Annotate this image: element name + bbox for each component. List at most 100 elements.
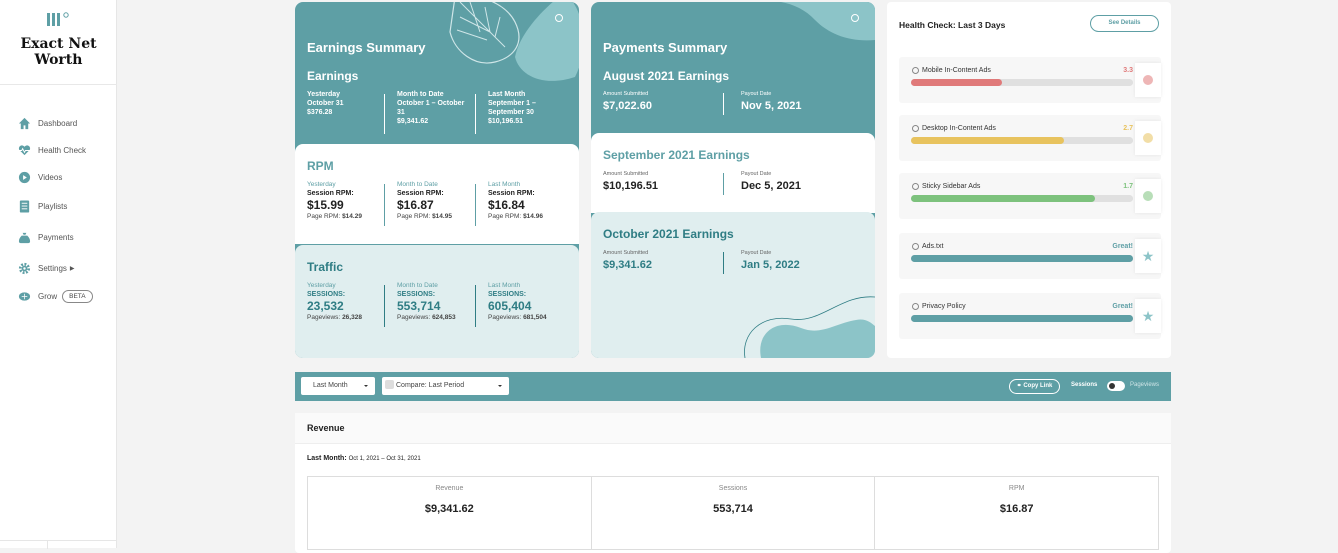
list-icon: [19, 200, 30, 213]
traffic-title: Traffic: [307, 260, 344, 274]
sidebar-item-label: Videos: [38, 173, 63, 182]
info-icon: [912, 183, 919, 190]
health-item-value: Great!: [1112, 303, 1133, 310]
health-row[interactable]: Mobile In-Content Ads 3.3: [899, 57, 1161, 103]
sidebar-nav: Dashboard Health Check Videos Playlists …: [18, 110, 93, 310]
amount-value: $7,022.60: [603, 100, 652, 112]
health-progress-fill: [911, 315, 1133, 322]
health-row[interactable]: Privacy Policy Great! ★: [899, 293, 1161, 339]
sidebar-item-health-check[interactable]: Health Check: [18, 137, 93, 164]
health-item-name: Ads.txt: [912, 243, 943, 250]
payment-month-title: August 2021 Earnings: [603, 69, 730, 83]
heartbeat-icon: [18, 145, 31, 156]
sidebar-item-label: Settings: [38, 263, 67, 273]
revenue-stats: Revenue $9,341.62 Sessions 553,714 RPM $16.…: [307, 476, 1159, 550]
col-sub-value: 26,328: [342, 314, 362, 321]
info-icon: [912, 303, 919, 310]
star-icon: ★: [1141, 307, 1155, 324]
health-status: [1135, 63, 1161, 97]
blob-decoration-icon: [781, 2, 875, 41]
col-key: SESSIONS:: [397, 291, 436, 298]
sidebar-item-dashboard[interactable]: Dashboard: [18, 110, 93, 137]
health-progress-fill: [911, 255, 1133, 262]
stat-value: $16.87: [999, 503, 1034, 515]
site-name: Exact Net Worth: [20, 36, 97, 68]
col-sub-label: Page RPM:: [307, 213, 341, 220]
play-icon: [18, 171, 31, 184]
payment-month-title: September 2021 Earnings: [603, 148, 750, 162]
divider: [475, 184, 476, 226]
health-row[interactable]: Ads.txt Great! ★: [899, 233, 1161, 279]
see-details-button[interactable]: See Details: [1090, 15, 1159, 32]
date-label: Payout Date: [741, 171, 772, 177]
stat-rpm: RPM $16.87: [875, 477, 1158, 549]
earnings-col-last-month: Last Month September 1 – September 30 $1…: [488, 90, 548, 126]
revenue-card: Revenue Last Month: Oct 1, 2021 – Oct 31…: [295, 413, 1171, 553]
sidebar-item-label: Grow: [38, 292, 58, 301]
info-icon: [912, 67, 919, 74]
col-label: Last Month: [488, 181, 521, 188]
stat-value: 553,714: [713, 503, 753, 515]
traffic-col-yesterday: Yesterday SESSIONS: 23,532 Pageviews: 26…: [307, 281, 383, 322]
health-row[interactable]: Desktop In-Content Ads 2.7: [899, 115, 1161, 161]
divider: [723, 173, 724, 195]
col-value: $10,196.51: [488, 118, 524, 125]
health-row[interactable]: Sticky Sidebar Ads 1.7: [899, 173, 1161, 219]
compare-checkbox[interactable]: [385, 380, 394, 389]
payment-month-card: September 2021 Earnings Amount Submitted…: [591, 133, 875, 213]
star-icon: ★: [1141, 247, 1155, 264]
sidebar-item-settings[interactable]: Settings ▶: [18, 253, 93, 283]
traffic-card: Traffic Yesterday SESSIONS: 23,532 Pagev…: [295, 245, 579, 358]
copy-link-button[interactable]: ⚭ Copy Link: [1009, 379, 1060, 394]
col-sub-value: $14.95: [432, 213, 452, 220]
sidebar-item-payments[interactable]: Payments: [18, 222, 93, 253]
col-sub-label: Pageviews:: [488, 314, 522, 321]
logo-icon: [46, 12, 69, 26]
health-progress-track: [911, 255, 1133, 262]
copy-link-label: Copy Link: [1023, 383, 1053, 389]
health-progress-fill: [911, 79, 1003, 86]
col-value: $16.87: [397, 198, 434, 212]
health-item-name: Privacy Policy: [912, 303, 966, 310]
rpm-col-month-to-date: Month to Date Session RPM: $16.87 Page R…: [397, 180, 473, 221]
period-select[interactable]: Last Month: [301, 377, 375, 395]
health-item-label: Privacy Policy: [922, 303, 966, 310]
col-label: Month to Date: [397, 91, 444, 98]
sidebar-item-playlists[interactable]: Playlists: [18, 191, 93, 222]
payment-amount: Amount Submitted $7,022.60: [603, 89, 713, 113]
logo[interactable]: Exact Net Worth: [0, 10, 117, 68]
date-value: Jan 5, 2022: [741, 259, 800, 271]
col-sub-label: Page RPM:: [397, 213, 431, 220]
payments-summary-title: Payments Summary: [603, 40, 728, 55]
date-label: Payout Date: [741, 250, 772, 256]
health-progress-track: [911, 315, 1133, 322]
money-bag-icon: [18, 232, 31, 244]
revenue-title: Revenue: [307, 423, 345, 433]
health-item-label: Desktop In-Content Ads: [922, 125, 996, 132]
col-key: SESSIONS:: [307, 291, 346, 298]
col-date: October 31: [307, 100, 344, 107]
sidebar-footer: [0, 540, 117, 549]
col-key: SESSIONS:: [488, 291, 527, 298]
col-value: 605,404: [488, 299, 532, 313]
rpm-col-last-month: Last Month Session RPM: $16.84 Page RPM:…: [488, 180, 568, 221]
earnings-summary-title: Earnings Summary: [307, 40, 426, 55]
health-check-title: Health Check: Last 3 Days: [899, 20, 1006, 30]
sidebar-divider: [0, 84, 117, 85]
sidebar-item-videos[interactable]: Videos: [18, 164, 93, 191]
health-item-value: 2.7: [1123, 125, 1133, 132]
info-icon[interactable]: [555, 14, 563, 22]
col-label: Month to Date: [397, 181, 438, 188]
rpm-col-yesterday: Yesterday Session RPM: $15.99 Page RPM: …: [307, 180, 383, 221]
compare-label: Compare: Last Period: [396, 382, 465, 389]
sidebar-item-grow[interactable]: Grow BETA: [18, 283, 93, 310]
info-icon[interactable]: [851, 14, 859, 22]
col-label: Last Month: [488, 282, 521, 289]
compare-select[interactable]: Compare: Last Period: [382, 377, 509, 395]
divider: [475, 285, 476, 327]
sidebar-item-label: Health Check: [38, 146, 87, 155]
health-progress-track: [911, 79, 1133, 86]
sidebar-item-label: Dashboard: [38, 119, 78, 128]
amount-label: Amount Submitted: [603, 171, 649, 177]
sessions-pageviews-toggle[interactable]: [1107, 381, 1125, 391]
